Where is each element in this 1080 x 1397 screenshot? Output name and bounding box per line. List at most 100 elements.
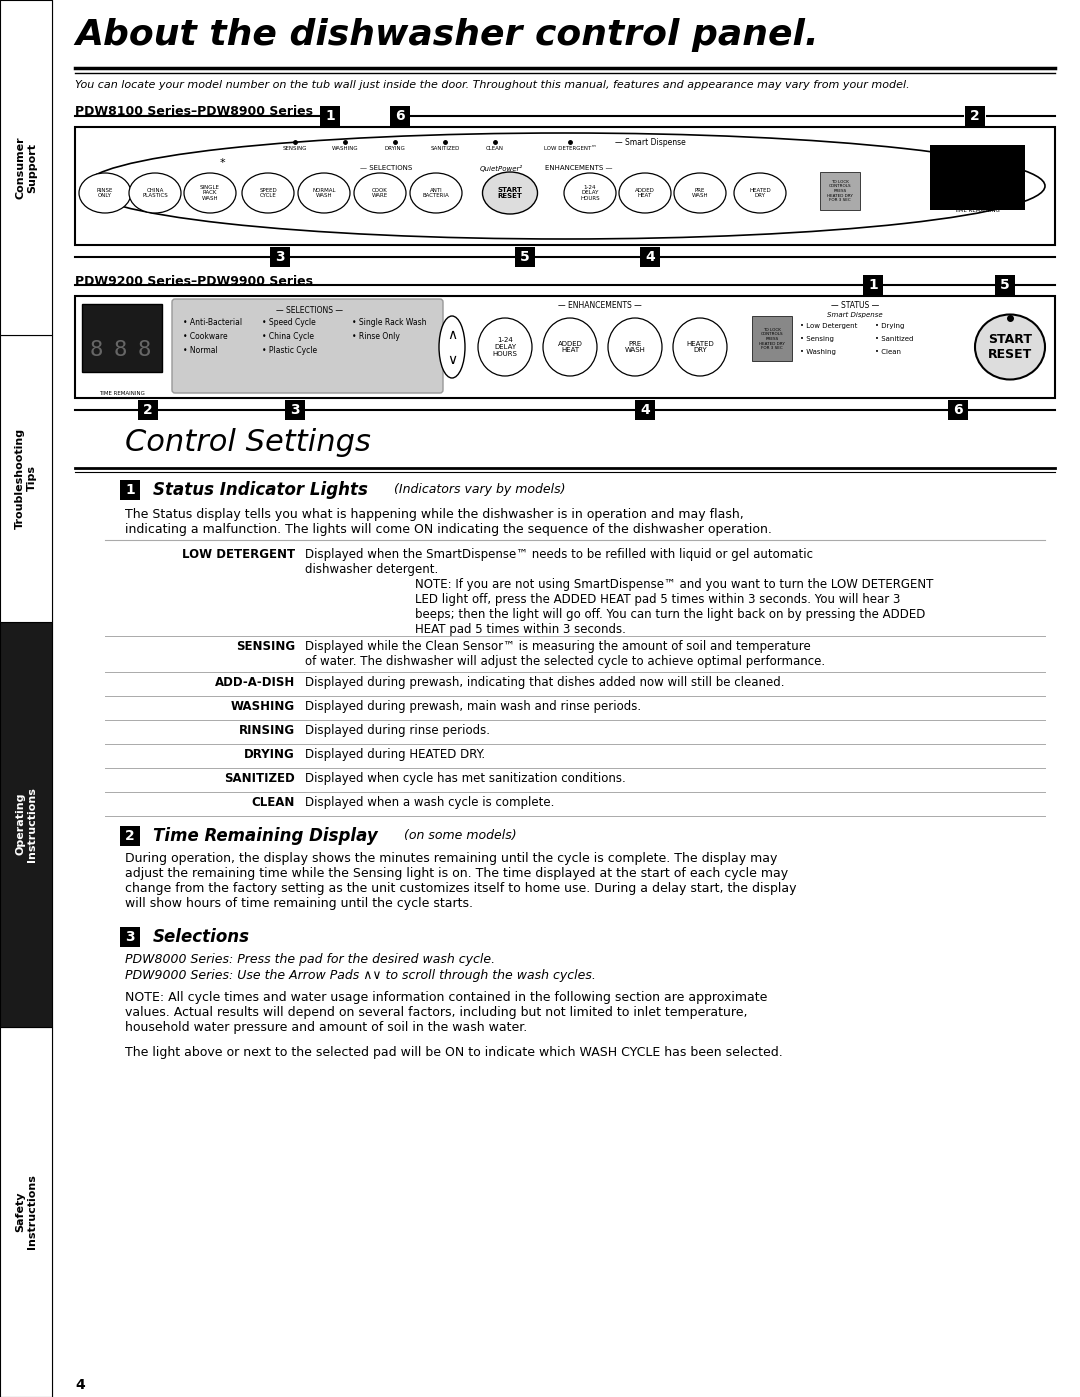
Text: CLEAN: CLEAN <box>486 147 504 151</box>
Bar <box>948 400 968 420</box>
Text: 4: 4 <box>640 402 650 416</box>
Text: LOW DETERGENT™: LOW DETERGENT™ <box>543 147 596 151</box>
Text: • Rinse Only: • Rinse Only <box>352 332 400 341</box>
Bar <box>752 316 792 360</box>
Ellipse shape <box>975 314 1045 380</box>
Text: Smart Dispense: Smart Dispense <box>827 312 882 319</box>
Text: PDW8000 Series: Press the pad for the desired wash cycle.: PDW8000 Series: Press the pad for the de… <box>125 953 495 965</box>
Text: Displayed when the SmartDispense™ needs to be refilled with liquid or gel automa: Displayed when the SmartDispense™ needs … <box>305 548 813 576</box>
Bar <box>0 0 52 1397</box>
Text: SENSING: SENSING <box>235 640 295 652</box>
Ellipse shape <box>483 172 538 214</box>
Text: • Sanitized: • Sanitized <box>875 337 914 342</box>
Text: Consumer
Support: Consumer Support <box>15 137 37 198</box>
Bar <box>635 400 654 420</box>
Text: 1-24
DELAY
HOURS: 1-24 DELAY HOURS <box>492 337 517 358</box>
Text: 1: 1 <box>868 278 878 292</box>
Text: TO LOCK
CONTROLS
PRESS
HEATED DRY
FOR 3 SEC: TO LOCK CONTROLS PRESS HEATED DRY FOR 3 … <box>827 180 853 203</box>
Text: 6: 6 <box>395 109 405 123</box>
Text: Displayed during prewash, indicating that dishes added now will still be cleaned: Displayed during prewash, indicating tha… <box>305 676 784 689</box>
Text: PDW8100 Series–PDW8900 Series: PDW8100 Series–PDW8900 Series <box>75 105 313 117</box>
Text: Troubleshooting
Tips: Troubleshooting Tips <box>15 427 37 529</box>
Text: 2: 2 <box>144 402 153 416</box>
Ellipse shape <box>673 319 727 376</box>
Bar <box>0 1027 52 1397</box>
Text: Control Settings: Control Settings <box>125 427 370 457</box>
Text: NORMAL
WASH: NORMAL WASH <box>312 187 336 198</box>
Bar <box>0 0 52 335</box>
Text: ANTI
BACTERIA: ANTI BACTERIA <box>422 187 449 198</box>
Text: PDW9200 Series–PDW9900 Series: PDW9200 Series–PDW9900 Series <box>75 275 313 288</box>
Text: HEATED
DRY: HEATED DRY <box>750 187 771 198</box>
Text: 4: 4 <box>75 1377 84 1391</box>
Text: TIME REMAINING: TIME REMAINING <box>954 208 1000 212</box>
Text: Selections: Selections <box>153 928 249 946</box>
Text: ADD-A-DISH: ADD-A-DISH <box>215 676 295 689</box>
Text: 8: 8 <box>114 339 127 360</box>
Text: • Anti-Bacterial: • Anti-Bacterial <box>183 319 242 327</box>
Text: START
RESET: START RESET <box>988 332 1032 360</box>
Text: 8: 8 <box>138 339 151 360</box>
Text: NOTE: All cycle times and water usage information contained in the following sec: NOTE: All cycle times and water usage in… <box>125 990 768 1034</box>
Text: Status Indicator Lights: Status Indicator Lights <box>153 481 368 499</box>
Text: 8: 8 <box>90 339 104 360</box>
Text: — ENHANCEMENTS —: — ENHANCEMENTS — <box>558 300 642 310</box>
Text: COOK
WARE: COOK WARE <box>372 187 388 198</box>
Text: ADDED
HEAT: ADDED HEAT <box>635 187 654 198</box>
Bar <box>82 305 162 372</box>
Ellipse shape <box>298 173 350 212</box>
Text: • Plastic Cycle: • Plastic Cycle <box>262 346 318 355</box>
Ellipse shape <box>674 173 726 212</box>
Ellipse shape <box>129 173 181 212</box>
Text: SPEED
CYCLE: SPEED CYCLE <box>259 187 276 198</box>
Bar <box>120 928 140 947</box>
Ellipse shape <box>242 173 294 212</box>
Text: 1-24
DELAY
HOURS: 1-24 DELAY HOURS <box>580 184 599 201</box>
Text: • Speed Cycle: • Speed Cycle <box>262 319 315 327</box>
Text: 1: 1 <box>125 483 135 497</box>
Bar <box>138 400 158 420</box>
Text: — Smart Dispense: — Smart Dispense <box>615 138 686 147</box>
Bar <box>966 106 985 126</box>
Text: — STATUS —: — STATUS — <box>831 300 879 310</box>
Ellipse shape <box>564 173 616 212</box>
Bar <box>930 145 1025 210</box>
Text: PDW9000 Series: Use the Arrow Pads ∧∨ to scroll through the wash cycles.: PDW9000 Series: Use the Arrow Pads ∧∨ to… <box>125 970 596 982</box>
Text: • Washing: • Washing <box>800 349 836 355</box>
Text: WASHING: WASHING <box>332 147 359 151</box>
Text: RINSE
ONLY: RINSE ONLY <box>97 187 113 198</box>
Text: CHINA
PLASTICS: CHINA PLASTICS <box>143 187 167 198</box>
Bar <box>0 622 52 1027</box>
Text: Displayed during rinse periods.: Displayed during rinse periods. <box>305 724 490 738</box>
Text: • Sensing: • Sensing <box>800 337 834 342</box>
Text: Time Remaining Display: Time Remaining Display <box>153 827 378 845</box>
Text: Displayed when a wash cycle is complete.: Displayed when a wash cycle is complete. <box>305 796 554 809</box>
Text: Displayed during HEATED DRY.: Displayed during HEATED DRY. <box>305 747 485 761</box>
Text: PRE
WASH: PRE WASH <box>691 187 708 198</box>
Bar <box>120 481 140 500</box>
Bar <box>0 335 52 622</box>
Text: DRYING: DRYING <box>384 147 405 151</box>
Text: WASHING: WASHING <box>231 700 295 712</box>
Text: *: * <box>220 158 226 168</box>
Ellipse shape <box>438 316 465 379</box>
Ellipse shape <box>478 319 532 376</box>
Text: About the dishwasher control panel.: About the dishwasher control panel. <box>75 18 819 52</box>
Text: • Single Rack Wash: • Single Rack Wash <box>352 319 427 327</box>
Text: • Drying: • Drying <box>875 323 904 330</box>
Text: 4: 4 <box>645 250 654 264</box>
Text: Operating
Instructions: Operating Instructions <box>15 787 37 862</box>
Ellipse shape <box>734 173 786 212</box>
Text: 5: 5 <box>521 250 530 264</box>
Text: START
RESET: START RESET <box>498 187 523 200</box>
Text: HEATED
DRY: HEATED DRY <box>686 341 714 353</box>
Text: RINSING: RINSING <box>239 724 295 738</box>
Text: ∨: ∨ <box>447 353 457 367</box>
Text: During operation, the display shows the minutes remaining until the cycle is com: During operation, the display shows the … <box>125 852 797 909</box>
Text: TIME REMAINING: TIME REMAINING <box>99 391 145 395</box>
Text: — SELECTIONS: — SELECTIONS <box>360 165 413 170</box>
Text: DRYING: DRYING <box>244 747 295 761</box>
Bar <box>515 247 535 267</box>
Bar <box>995 275 1015 295</box>
Text: 2: 2 <box>125 828 135 842</box>
